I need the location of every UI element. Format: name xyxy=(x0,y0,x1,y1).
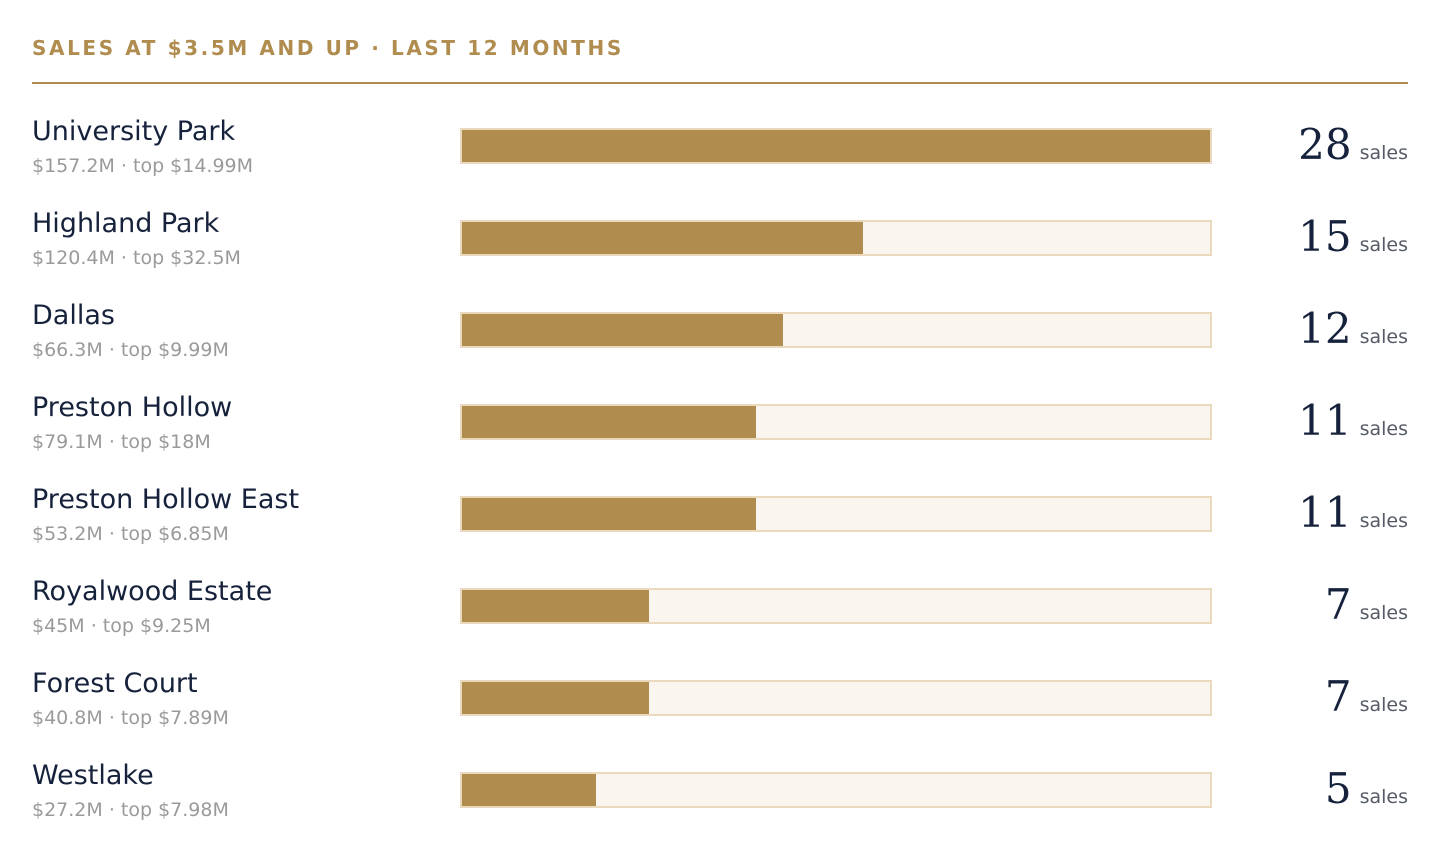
row-volume-top: $157.2M · top $14.99M xyxy=(32,155,254,177)
bar-fill xyxy=(462,774,596,806)
sales-count: 12 xyxy=(1298,304,1352,353)
row-value: 15 sales xyxy=(1298,216,1408,258)
row-volume-top: $120.4M · top $32.5M xyxy=(32,247,241,269)
row-label: Westlake xyxy=(32,760,154,791)
bar-track xyxy=(460,128,1212,164)
bar-row: Preston Hollow East $53.2M · top $6.85M 11… xyxy=(32,480,1408,572)
row-value: 5 sales xyxy=(1325,768,1408,810)
row-label: Royalwood Estate xyxy=(32,576,273,607)
row-value: 28 sales xyxy=(1298,124,1408,166)
bar-row: Dallas $66.3M · top $9.99M 12 sales xyxy=(32,296,1408,388)
sales-count: 28 xyxy=(1298,120,1352,169)
sales-unit-label: sales xyxy=(1359,418,1408,440)
row-label: Preston Hollow xyxy=(32,392,233,423)
row-value: 7 sales xyxy=(1325,584,1408,626)
bar-track xyxy=(460,220,1212,256)
sales-unit-label: sales xyxy=(1359,326,1408,348)
sales-unit-label: sales xyxy=(1359,694,1408,716)
bar-fill xyxy=(462,590,649,622)
row-label: Forest Court xyxy=(32,668,198,699)
bar-track xyxy=(460,496,1212,532)
bar-row: Forest Court $40.8M · top $7.89M 7 sales xyxy=(32,664,1408,756)
bar-row: Westlake $27.2M · top $7.98M 5 sales xyxy=(32,756,1408,848)
chart-title: SALES AT $3.5M AND UP · LAST 12 MONTHS xyxy=(32,36,624,60)
bar-fill xyxy=(462,498,756,530)
sales-count: 5 xyxy=(1324,764,1352,813)
row-value: 12 sales xyxy=(1298,308,1408,350)
row-label: Preston Hollow East xyxy=(32,484,300,515)
row-label: Dallas xyxy=(32,300,115,331)
bar-fill xyxy=(462,130,1210,162)
bar-fill xyxy=(462,222,863,254)
row-label: Highland Park xyxy=(32,208,220,239)
bar-track xyxy=(460,680,1212,716)
row-value: 11 sales xyxy=(1298,492,1408,534)
bar-track xyxy=(460,312,1212,348)
sales-count: 7 xyxy=(1324,580,1352,629)
row-value: 7 sales xyxy=(1325,676,1408,718)
sales-count: 15 xyxy=(1298,212,1352,261)
sales-count: 7 xyxy=(1324,672,1352,721)
row-volume-top: $45M · top $9.25M xyxy=(32,615,211,637)
row-volume-top: $66.3M · top $9.99M xyxy=(32,339,229,361)
sales-unit-label: sales xyxy=(1359,510,1408,532)
bar-fill xyxy=(462,682,649,714)
bar-fill xyxy=(462,314,783,346)
row-value: 11 sales xyxy=(1298,400,1408,442)
bar-row: Preston Hollow $79.1M · top $18M 11 sales xyxy=(32,388,1408,480)
sales-count: 11 xyxy=(1298,396,1352,445)
bar-row: Highland Park $120.4M · top $32.5M 15 sales xyxy=(32,204,1408,296)
bar-track xyxy=(460,588,1212,624)
row-label: University Park xyxy=(32,116,236,147)
bar-row: University Park $157.2M · top $14.99M 28 sa… xyxy=(32,112,1408,204)
title-divider xyxy=(32,82,1408,84)
row-volume-top: $53.2M · top $6.85M xyxy=(32,523,229,545)
sales-unit-label: sales xyxy=(1359,142,1408,164)
bar-row: Royalwood Estate $45M · top $9.25M 7 sales xyxy=(32,572,1408,664)
row-volume-top: $27.2M · top $7.98M xyxy=(32,799,229,821)
sales-unit-label: sales xyxy=(1359,602,1408,624)
bar-track xyxy=(460,404,1212,440)
sales-unit-label: sales xyxy=(1359,234,1408,256)
sales-count: 11 xyxy=(1298,488,1352,537)
sales-unit-label: sales xyxy=(1359,786,1408,808)
row-volume-top: $79.1M · top $18M xyxy=(32,431,211,453)
bar-track xyxy=(460,772,1212,808)
bar-fill xyxy=(462,406,756,438)
row-volume-top: $40.8M · top $7.89M xyxy=(32,707,229,729)
